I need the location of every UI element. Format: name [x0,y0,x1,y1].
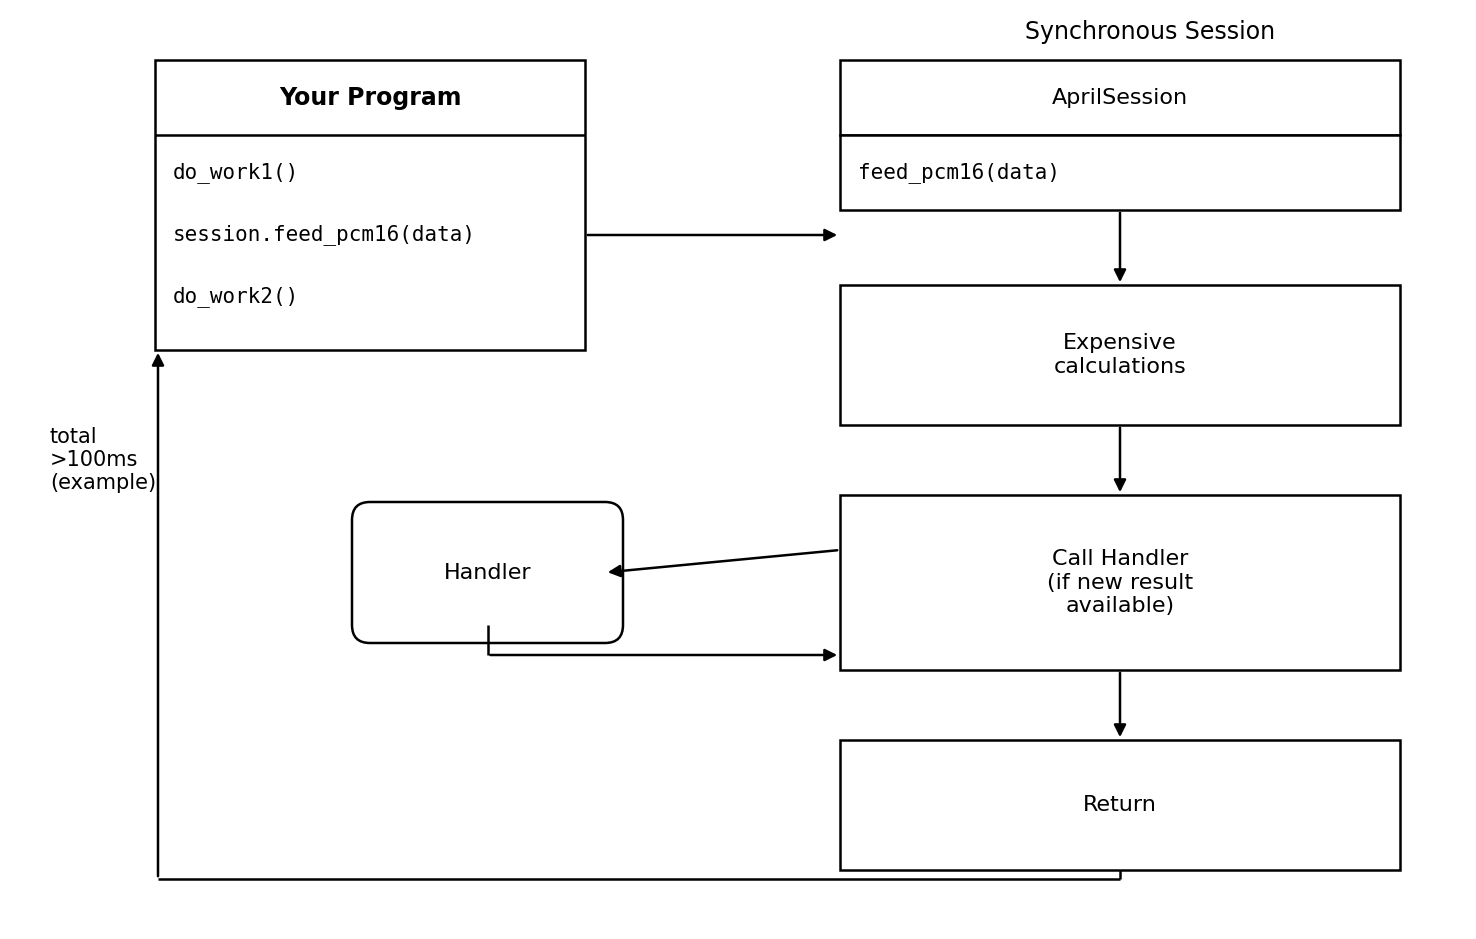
Text: session.feed_pcm16(data): session.feed_pcm16(data) [173,224,475,245]
Text: do_work2(): do_work2() [173,286,300,307]
Bar [840,495,1401,670]
FancyBboxPatch shape [351,502,623,643]
Bar [840,740,1401,870]
Bar [840,135,1401,210]
Text: Handler: Handler [444,562,531,582]
Text: Return: Return [1083,795,1157,815]
Text: total
>100ms
(example): total >100ms (example) [50,427,156,493]
Text: Call Handler
(if new result
available): Call Handler (if new result available) [1046,549,1193,616]
Text: AprilSession: AprilSession [1052,87,1188,107]
Text: feed_pcm16(data): feed_pcm16(data) [858,162,1060,183]
Text: Your Program: Your Program [279,85,461,110]
Text: do_work1(): do_work1() [173,162,300,183]
Bar [840,60,1401,135]
Text: Synchronous Session: Synchronous Session [1024,20,1275,44]
Bar [840,285,1401,425]
Text: Expensive
calculations: Expensive calculations [1054,333,1187,377]
Bar [155,60,584,350]
